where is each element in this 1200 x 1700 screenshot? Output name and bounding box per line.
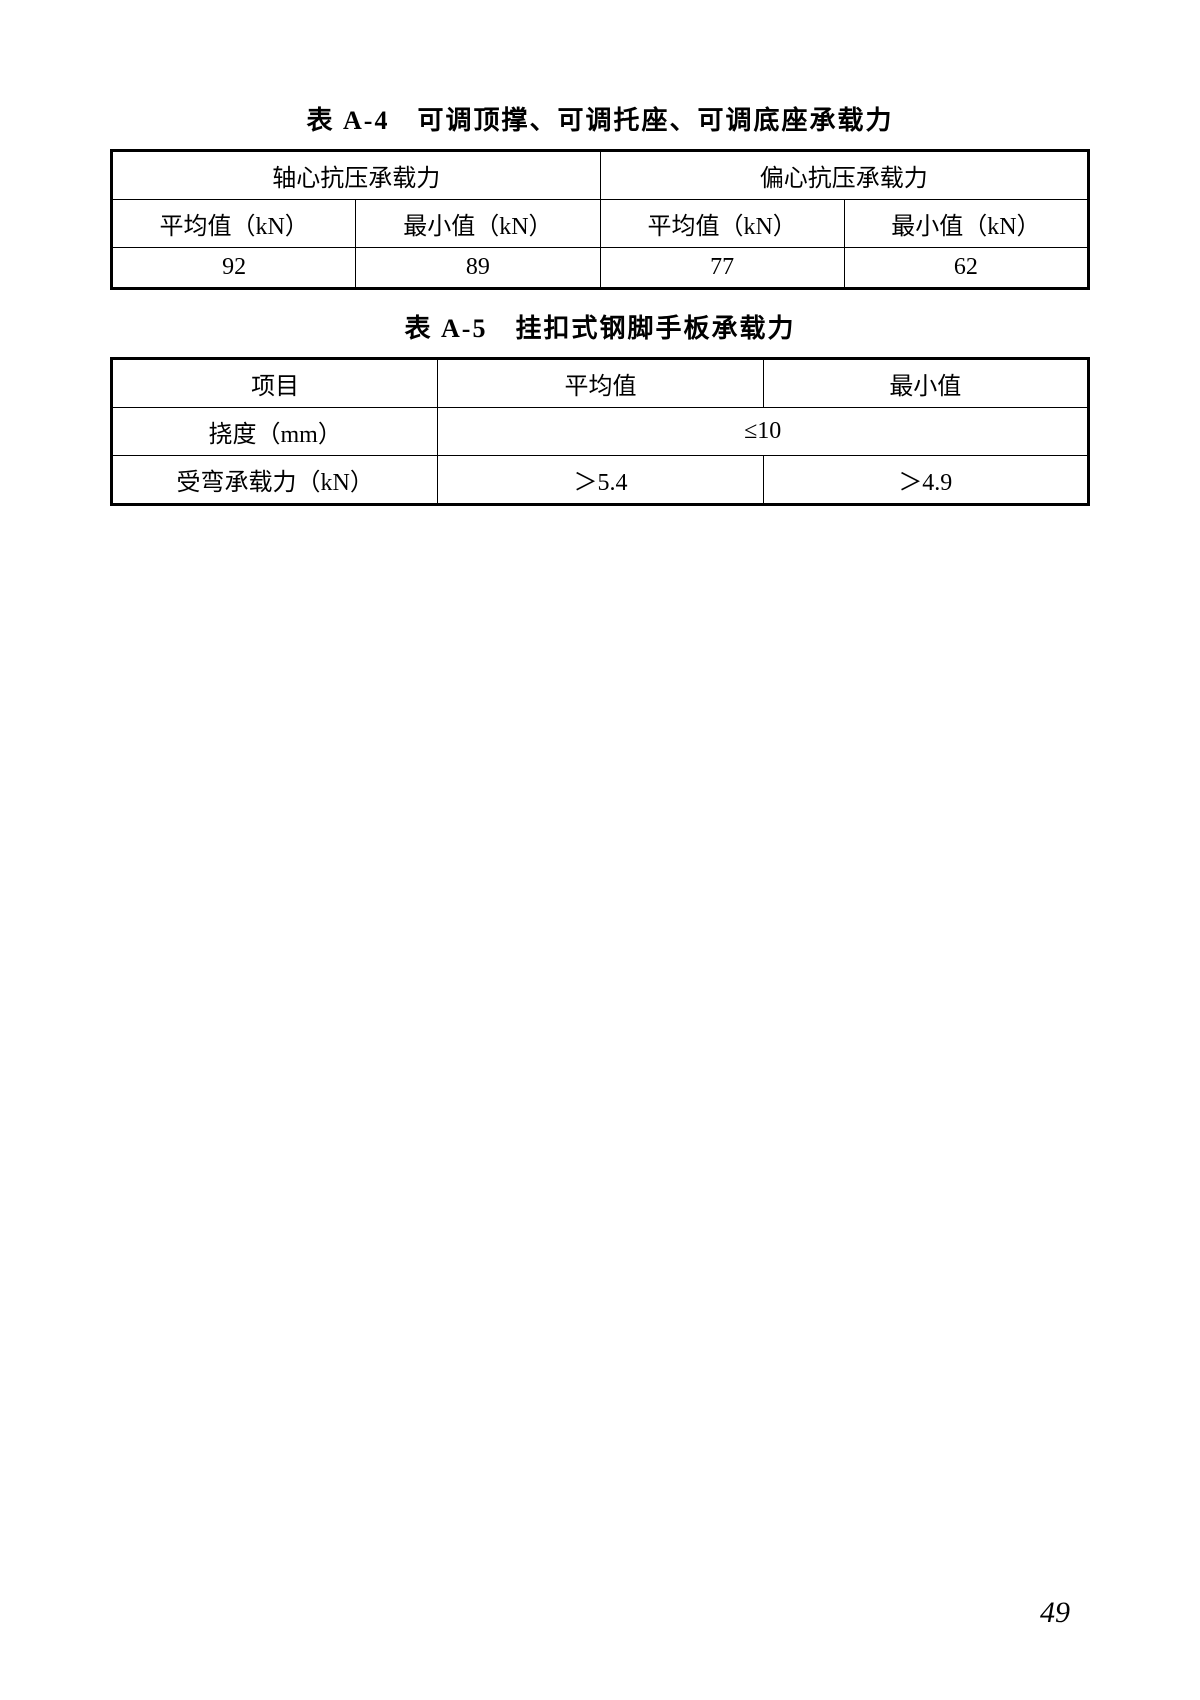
table-row: 92 89 77 62: [112, 248, 1089, 289]
table-row: 项目 平均值 最小值: [112, 359, 1089, 408]
table-row: 轴心抗压承载力 偏心抗压承载力: [112, 151, 1089, 200]
table-a4: 轴心抗压承载力 偏心抗压承载力 平均值（kN） 最小值（kN） 平均值（kN） …: [110, 149, 1090, 290]
row-label: 受弯承载力（kN）: [112, 456, 438, 505]
page-number: 49: [1040, 1596, 1070, 1630]
table-a5-caption: 表 A-5 挂扣式钢脚手板承载力: [110, 308, 1090, 345]
subheader-cell: 平均值（kN）: [600, 200, 844, 248]
value-cell: 77: [600, 248, 844, 289]
header-cell: 平均值: [438, 359, 763, 408]
header-cell: 项目: [112, 359, 438, 408]
table-row: 平均值（kN） 最小值（kN） 平均值（kN） 最小值（kN）: [112, 200, 1089, 248]
merged-cell: ≤10: [438, 408, 1089, 456]
value-cell: 62: [844, 248, 1088, 289]
table-row: 受弯承载力（kN） ＞5.4 ＞4.9: [112, 456, 1089, 505]
table-a4-caption: 表 A-4 可调顶撑、可调托座、可调底座承载力: [110, 100, 1090, 137]
value-cell: 92: [112, 248, 356, 289]
subheader-cell: 最小值（kN）: [844, 200, 1088, 248]
subheader-cell: 最小值（kN）: [356, 200, 600, 248]
group-header-eccentric: 偏心抗压承载力: [600, 151, 1089, 200]
subheader-cell: 平均值（kN）: [112, 200, 356, 248]
value-cell: 89: [356, 248, 600, 289]
document-page: 表 A-4 可调顶撑、可调托座、可调底座承载力 轴心抗压承载力 偏心抗压承载力 …: [0, 0, 1200, 1700]
group-header-axial: 轴心抗压承载力: [112, 151, 601, 200]
table-row: 挠度（mm） ≤10: [112, 408, 1089, 456]
value-cell: ＞5.4: [438, 456, 763, 505]
row-label: 挠度（mm）: [112, 408, 438, 456]
header-cell: 最小值: [763, 359, 1088, 408]
value-cell: ＞4.9: [763, 456, 1088, 505]
table-a5: 项目 平均值 最小值 挠度（mm） ≤10 受弯承载力（kN） ＞5.4 ＞4.…: [110, 357, 1090, 506]
